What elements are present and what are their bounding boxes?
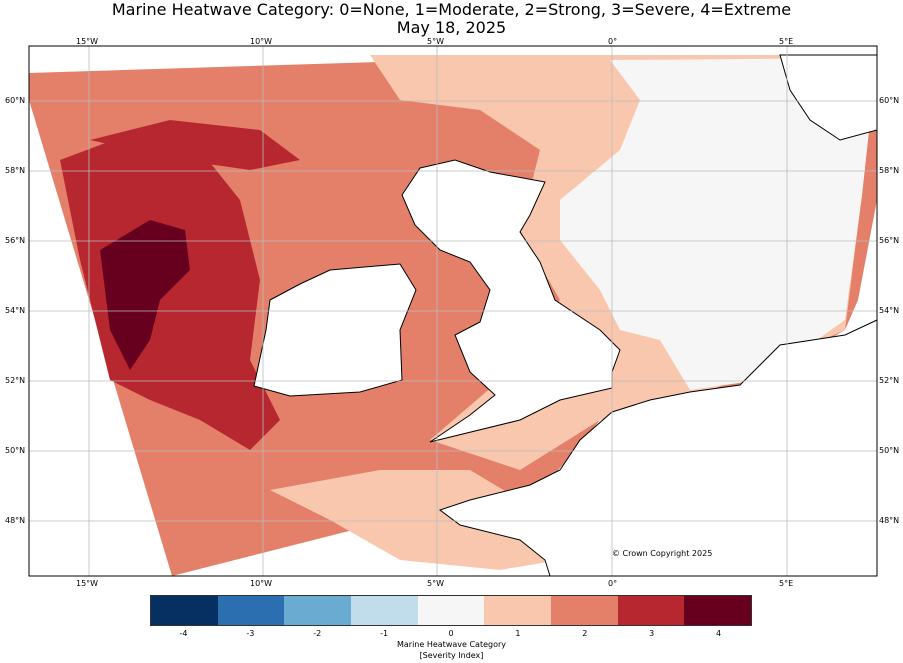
region-category-3b [90,120,300,170]
colorbar-swatch [284,596,352,625]
colorbar-tick: -1 [380,629,389,638]
lat-tick-left: 56°N [5,236,26,245]
map-date: May 18, 2025 [396,18,507,37]
lon-tick-bottom: 10°W [250,579,273,588]
colorbar-tick: 4 [716,629,722,638]
colorbar-tick: -2 [313,629,322,638]
lon-tick-bottom: 15°W [76,579,99,588]
lat-tick-right: 48°N [879,516,900,525]
colorbar-swatch [151,596,218,625]
map-frame [28,45,878,577]
colorbar-sublabel: [Severity Index] [419,651,484,660]
copyright-text: © Crown Copyright 2025 [612,549,713,558]
lat-tick-right: 50°N [879,446,900,455]
lat-tick-right: 52°N [879,376,900,385]
colorbar-tick: -3 [246,629,255,638]
lon-tick-top: 5°E [779,37,794,46]
lon-tick-bottom: 5°E [779,579,794,588]
colorbar-tick: 3 [649,629,655,638]
colorbar-swatch [351,596,418,625]
colorbar-label: Marine Heatwave Category [396,640,506,649]
colorbar-tick: -4 [179,629,188,638]
map-title: Marine Heatwave Category: 0=None, 1=Mode… [111,0,792,19]
lat-tick-left: 54°N [5,306,26,315]
lat-tick-left: 52°N [5,376,26,385]
lon-tick-bottom: 5°W [427,579,444,588]
colorbar-swatch [484,596,552,625]
colorbar-swatch [551,596,618,625]
colorbar-tick: 0 [448,629,454,638]
lat-tick-right: 60°N [879,96,900,105]
colorbar-tick: 2 [582,629,588,638]
gridlines [29,46,877,576]
lat-tick-right: 56°N [879,236,900,245]
colorbar-swatch [217,596,285,625]
lat-tick-left: 50°N [5,446,26,455]
colorbar-tick: 1 [515,629,521,638]
lat-tick-right: 54°N [879,306,900,315]
lon-tick-top: 0° [608,37,618,46]
colorbar-swatch [684,596,752,625]
lat-tick-left: 60°N [5,96,26,105]
lon-tick-top: 5°W [427,37,444,46]
lat-tick-left: 48°N [5,516,26,525]
lon-tick-bottom: 0° [608,579,618,588]
region-category-1-south [270,470,560,570]
region-category-4 [100,220,190,370]
great-britain [401,159,621,443]
colorbar-swatch [417,596,485,625]
lat-tick-left: 58°N [5,166,26,175]
lon-tick-top: 10°W [250,37,273,46]
colorbar-swatch [617,596,685,625]
colorbar [150,595,752,626]
lat-tick-right: 58°N [879,166,900,175]
ireland [253,263,417,397]
continent [438,319,878,577]
region-category-0 [560,58,877,390]
lon-tick-top: 15°W [76,37,99,46]
